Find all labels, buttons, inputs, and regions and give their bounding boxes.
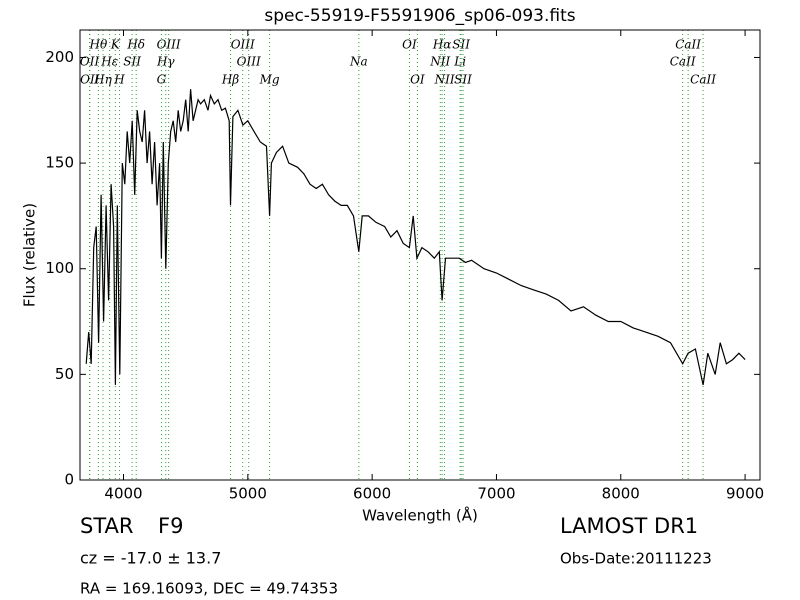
spectral-line-label: CaII [675,38,701,52]
spectrum [85,89,746,386]
spectral-line-label: H [113,73,125,87]
spectral-line-label: Na [349,55,368,69]
spectral-line-label: Hα [432,38,452,52]
spectral-line-label: CaII [690,73,716,87]
spectral-line-label: OII [80,73,100,87]
cz-label: cz = -17.0 ± 13.7 [80,549,221,568]
class-label: STAR [80,514,133,538]
y-tick-label: 50 [55,365,74,383]
spectral-line-label: G [157,73,167,87]
plot-frame [79,29,761,481]
spectral-line-label: Hδ [126,38,145,52]
spectral-line-label: SII [452,38,470,52]
spectral-line-label: Mg [259,73,280,87]
x-tick-label: 5000 [229,485,267,503]
spectral-line-label: Hε [100,55,118,69]
y-tick-label: 150 [45,154,74,172]
spectral-line-label: SII [123,55,141,69]
spectral-line-label: NII [434,73,455,87]
x-axis-label: Wavelength (Å) [362,506,478,525]
spectral-line-label: Hβ [221,73,239,87]
spectral-line-label: CaII [670,55,696,69]
spectral-line-label: Hγ [156,55,175,69]
obs-date-label: Obs-Date:20111223 [560,550,712,568]
subclass-label: F9 [158,514,183,538]
spectral-line-label: OIII [231,38,255,52]
spectral-line-label: Li [453,55,466,69]
spectral-line-label: Hη [93,73,112,87]
chart-title: spec-55919-F5591906_sp06-093.fits [264,6,575,26]
y-tick-label: 100 [45,259,74,277]
spectral-line-label: K [110,38,121,52]
spectral-line-label: OI [402,38,417,52]
x-tick-label: 8000 [602,485,640,503]
x-tick-label: 6000 [353,485,391,503]
y-tick-label: 0 [64,471,74,489]
spectral-line-label: OII [80,55,100,69]
spectral-line-label: OI [410,73,425,87]
y-axis-label: Flux (relative) [21,203,39,307]
x-tick-label: 7000 [477,485,515,503]
spectral-line-label: OIII [237,55,261,69]
spectral-line-label: Hθ [89,38,108,52]
spectral-line-label: OIII [157,38,181,52]
x-tick-label: 4000 [104,485,142,503]
x-tick-label: 9000 [726,485,764,503]
spectral-line-label: NII [429,55,450,69]
y-tick-label: 200 [45,48,74,66]
survey-label: LAMOST DR1 [560,514,698,538]
spectral-line-label: SII [454,73,472,87]
coords-label: RA = 169.16093, DEC = 49.74353 [80,580,338,598]
